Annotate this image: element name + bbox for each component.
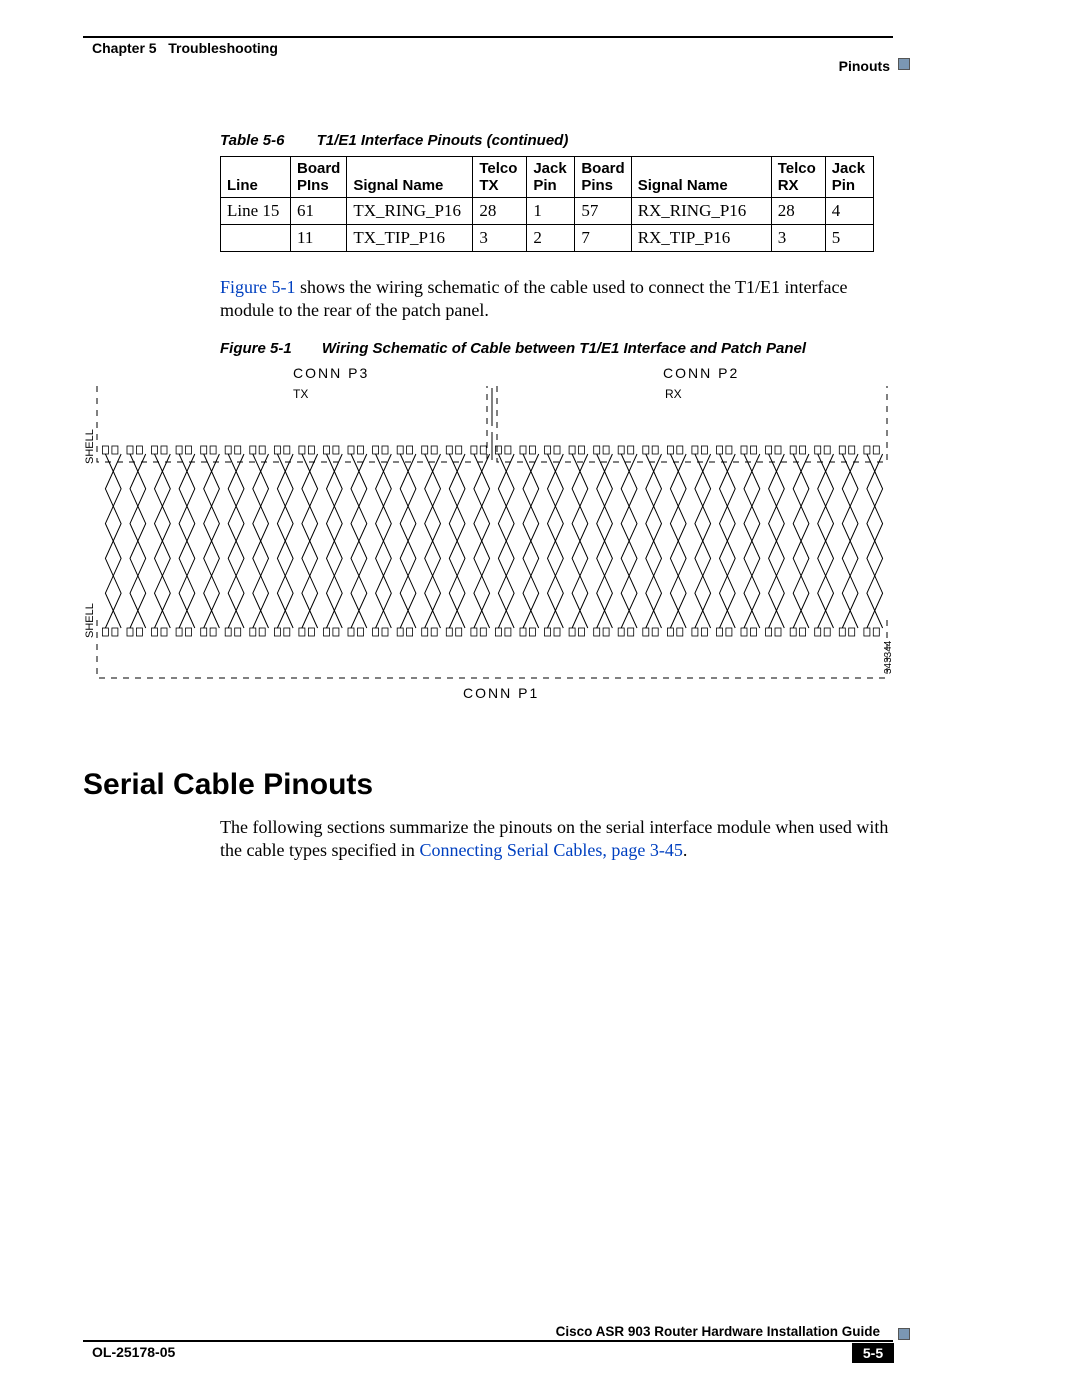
pinout-table: Line BoardPIns Signal Name TelcoTX JackP… <box>220 156 874 252</box>
cell <box>221 225 291 252</box>
col-line: Line <box>221 157 291 198</box>
tx-label: TX <box>293 387 308 401</box>
col-telco-rx: TelcoRX <box>771 157 825 198</box>
col-board-pins-2: BoardPins <box>575 157 631 198</box>
shell-label-bottom: SHELL <box>84 603 96 638</box>
chapter-title: Troubleshooting <box>168 40 278 56</box>
conn-p3-label: CONN P3 <box>293 366 369 381</box>
bottom-connector-outline <box>97 620 887 678</box>
table-body: Line 15 61 TX_RING_P16 28 1 57 RX_RING_P… <box>221 198 874 252</box>
figure-title: Wiring Schematic of Cable between T1/E1 … <box>322 340 806 357</box>
cell: Line 15 <box>221 198 291 225</box>
wiring-schematic-svg: CONN P3 CONN P2 TX RX CONN P1 <box>83 366 893 706</box>
cell: 61 <box>291 198 347 225</box>
table-row: Line 15 61 TX_RING_P16 28 1 57 RX_RING_P… <box>221 198 874 225</box>
col-jack-pin-2: JackPin <box>825 157 873 198</box>
figure-link[interactable]: Figure 5-1 <box>220 277 296 297</box>
col-board-pins-1: BoardPIns <box>291 157 347 198</box>
cell: 2 <box>527 225 575 252</box>
figure-reference-paragraph: Figure 5-1 shows the wiring schematic of… <box>220 276 890 323</box>
cell: 28 <box>771 198 825 225</box>
footer-accent-square <box>898 1328 910 1340</box>
table-number: Table 5-6 <box>220 132 284 149</box>
serial-intro-paragraph: The following sections summarize the pin… <box>220 816 900 863</box>
footer-guide-title: Cisco ASR 903 Router Hardware Installati… <box>556 1324 880 1339</box>
top-pin-row <box>102 446 879 454</box>
wiring-schematic-figure: CONN P3 CONN P2 TX RX CONN P1 <box>83 366 893 706</box>
header-accent-square <box>898 58 910 70</box>
figure-number: Figure 5-1 <box>220 340 292 357</box>
cell: 11 <box>291 225 347 252</box>
figure-caption: Figure 5-1 Wiring Schematic of Cable bet… <box>220 340 806 357</box>
figure-ref-text: shows the wiring schematic of the cable … <box>220 277 847 320</box>
cell: 5 <box>825 225 873 252</box>
table-header-row: Line BoardPIns Signal Name TelcoTX JackP… <box>221 157 874 198</box>
shell-label-top: SHELL <box>84 429 96 464</box>
footer-rule <box>83 1340 893 1342</box>
col-signal-2: Signal Name <box>631 157 771 198</box>
cell: RX_TIP_P16 <box>631 225 771 252</box>
cell: 57 <box>575 198 631 225</box>
conn-p1-label: CONN P1 <box>463 685 539 701</box>
header-section: Pinouts <box>839 58 890 74</box>
cell: TX_RING_P16 <box>347 198 473 225</box>
cell: 28 <box>473 198 527 225</box>
col-telco-tx: TelcoTX <box>473 157 527 198</box>
cell: 3 <box>771 225 825 252</box>
footer-page-number: 5-5 <box>852 1343 894 1363</box>
cell: 4 <box>825 198 873 225</box>
footer-doc-id: OL-25178-05 <box>92 1344 175 1360</box>
cell: RX_RING_P16 <box>631 198 771 225</box>
col-jack-pin-1: JackPin <box>527 157 575 198</box>
cell: 3 <box>473 225 527 252</box>
table-caption: Table 5-6 T1/E1 Interface Pinouts (conti… <box>220 132 568 149</box>
header-chapter: Chapter 5 Troubleshooting <box>92 40 278 56</box>
cell: TX_TIP_P16 <box>347 225 473 252</box>
cell: 7 <box>575 225 631 252</box>
cell: 1 <box>527 198 575 225</box>
conn-p2-label: CONN P2 <box>663 366 739 381</box>
serial-cables-link[interactable]: Connecting Serial Cables, page 3-45 <box>419 840 682 860</box>
col-signal-1: Signal Name <box>347 157 473 198</box>
figure-id-number: 343344 <box>883 640 893 674</box>
twisted-pairs <box>105 454 882 628</box>
table-title: T1/E1 Interface Pinouts (continued) <box>317 132 569 149</box>
header-rule <box>83 36 893 38</box>
section-heading-serial: Serial Cable Pinouts <box>83 768 373 802</box>
bottom-pin-row <box>102 628 879 636</box>
chapter-number: Chapter 5 <box>92 40 157 56</box>
serial-text-after: . <box>683 840 688 860</box>
rx-label: RX <box>665 387 682 401</box>
table-row: 11 TX_TIP_P16 3 2 7 RX_TIP_P16 3 5 <box>221 225 874 252</box>
